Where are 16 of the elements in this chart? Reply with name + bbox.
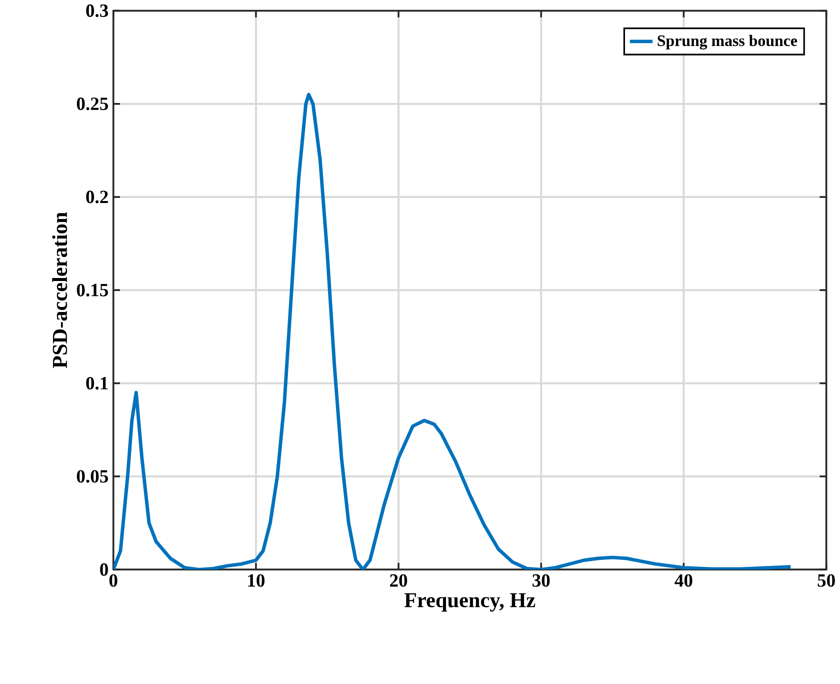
- y-tick-label: 0.25: [76, 98, 108, 110]
- x-tick-label: 20: [390, 574, 408, 587]
- y-tick-label: 0.3: [86, 4, 108, 17]
- y-tick-label: 0.15: [76, 284, 108, 296]
- x-axis-title: Frequency, Hz: [404, 593, 536, 612]
- y-tick-label: 0.2: [86, 190, 108, 204]
- x-tick-label: 50: [818, 574, 835, 587]
- x-tick-label: 10: [248, 574, 265, 587]
- legend-label: Sprung mass bounce: [658, 34, 798, 50]
- x-tick-label: 0: [109, 574, 118, 587]
- y-axis-title: PSD-acceleration: [52, 212, 68, 368]
- y-tick-label: 0.1: [86, 376, 108, 390]
- x-tick-label: 40: [674, 574, 692, 587]
- y-tick-label: 0.05: [76, 470, 108, 483]
- y-tick-label: 0: [100, 563, 108, 576]
- x-tick-label: 30: [532, 574, 550, 587]
